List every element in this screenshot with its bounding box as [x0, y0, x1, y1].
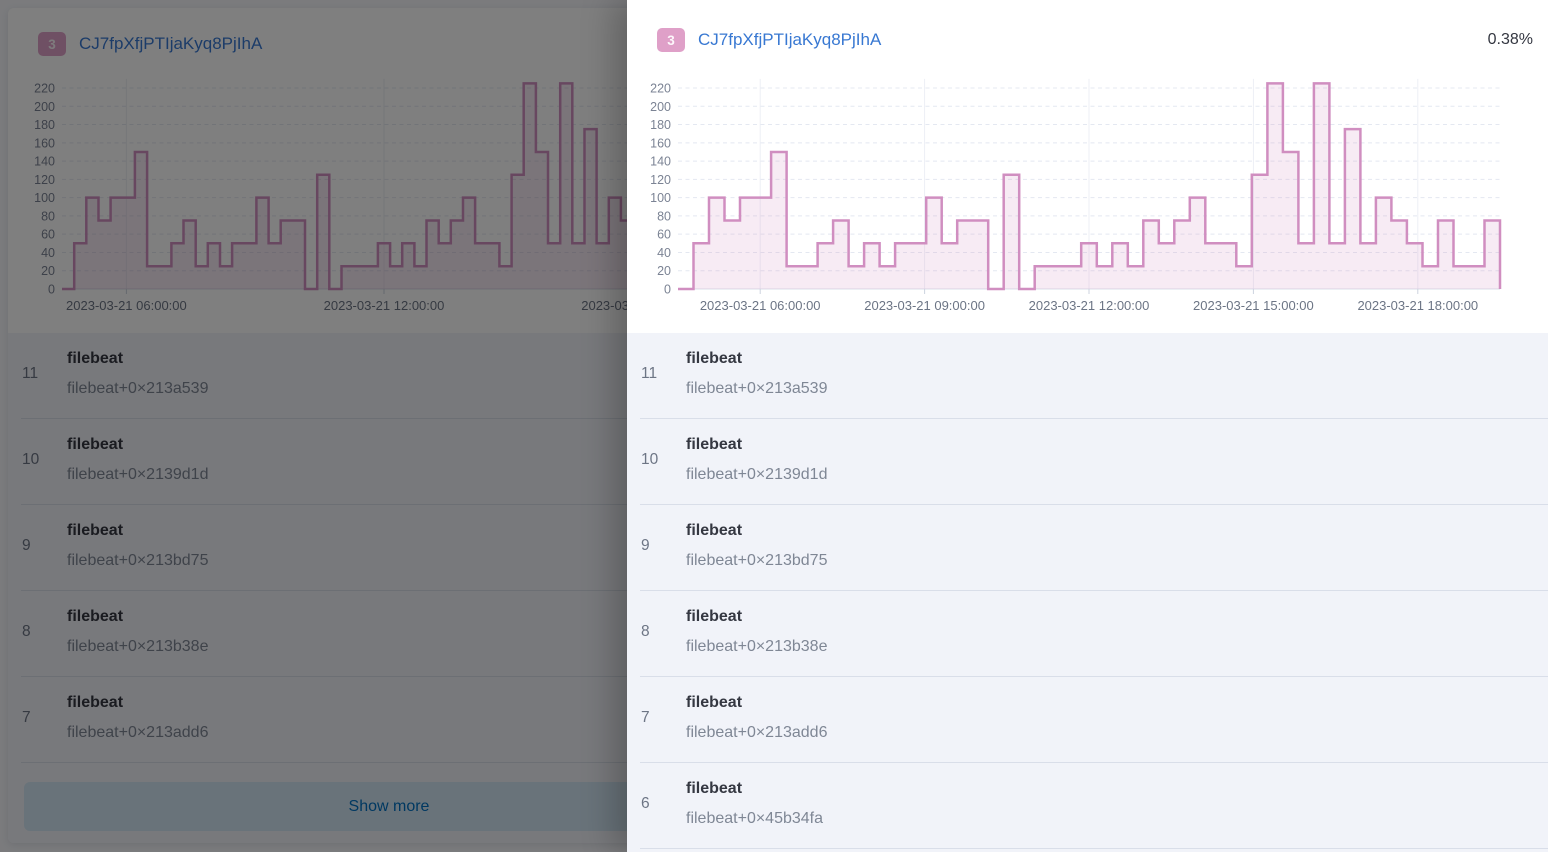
- frame-symbol: filebeat+0×213bd75: [686, 552, 828, 569]
- svg-text:220: 220: [650, 82, 671, 96]
- svg-text:120: 120: [650, 173, 671, 187]
- frame-executable: filebeat: [686, 436, 743, 453]
- svg-text:2023-03-21 12:00:00: 2023-03-21 12:00:00: [1029, 298, 1150, 313]
- detail-flyout: 3 CJ7fpXfjPTIjaKyq8PjIhA 0.38% 0 20 40 60 80…: [627, 0, 1548, 852]
- frame-rank: 7: [641, 709, 650, 726]
- frame-symbol: filebeat+0×2139d1d: [686, 466, 828, 483]
- svg-text:140: 140: [650, 155, 671, 169]
- frame-executable: filebeat: [686, 608, 743, 625]
- svg-text:100: 100: [650, 191, 671, 205]
- frame-executable: filebeat: [686, 350, 743, 367]
- stacktrace-title-link[interactable]: CJ7fpXfjPTIjaKyq8PjIhA: [698, 30, 882, 49]
- frame-row[interactable]: 11 filebeat filebeat+0×213a539: [627, 333, 1548, 419]
- frame-list-section: 11 filebeat filebeat+0×213a539 10 filebe…: [627, 333, 1548, 852]
- frame-rank: 11: [641, 365, 658, 382]
- svg-text:2023-03-21 09:00:00: 2023-03-21 09:00:00: [864, 298, 985, 313]
- frame-symbol: filebeat+0×213b38e: [686, 638, 828, 655]
- count-badge: 3: [657, 28, 685, 52]
- frame-executable: filebeat: [686, 780, 743, 797]
- svg-text:20: 20: [657, 264, 671, 278]
- frame-rank: 6: [641, 795, 650, 812]
- frame-symbol: filebeat+0×213a539: [686, 380, 828, 397]
- frame-symbol: filebeat+0×213add6: [686, 724, 828, 741]
- frame-row[interactable]: 10 filebeat filebeat+0×2139d1d: [627, 419, 1548, 505]
- frame-row[interactable]: 7 filebeat filebeat+0×213add6: [627, 677, 1548, 763]
- frame-list: 11 filebeat filebeat+0×213a539 10 filebe…: [627, 333, 1548, 849]
- svg-text:40: 40: [657, 246, 671, 260]
- frame-rank: 10: [641, 451, 659, 468]
- svg-text:2023-03-21 18:00:00: 2023-03-21 18:00:00: [1357, 298, 1478, 313]
- frame-row[interactable]: 9 filebeat filebeat+0×213bd75: [627, 505, 1548, 591]
- svg-text:0: 0: [664, 283, 671, 297]
- svg-text:2023-03-21 06:00:00: 2023-03-21 06:00:00: [700, 298, 821, 313]
- frame-executable: filebeat: [686, 694, 743, 711]
- flyout-header: 3 CJ7fpXfjPTIjaKyq8PjIhA: [657, 28, 881, 52]
- svg-text:2023-03-21 15:00:00: 2023-03-21 15:00:00: [1193, 298, 1314, 313]
- svg-text:200: 200: [650, 100, 671, 114]
- samples-percentage: 0.38%: [1487, 31, 1533, 48]
- frame-rank: 8: [641, 623, 650, 640]
- svg-text:160: 160: [650, 136, 671, 150]
- samples-chart[interactable]: 0 20 40 60 80 100 120 140 160 180 200 220 2023-03-21…: [627, 70, 1548, 322]
- frame-symbol: filebeat+0×45b34fa: [686, 810, 824, 827]
- svg-text:60: 60: [657, 228, 671, 242]
- frame-rank: 9: [641, 537, 650, 554]
- svg-text:180: 180: [650, 118, 671, 132]
- frame-executable: filebeat: [686, 522, 743, 539]
- frame-row[interactable]: 6 filebeat filebeat+0×45b34fa: [627, 763, 1548, 849]
- svg-text:80: 80: [657, 209, 671, 223]
- frame-row[interactable]: 8 filebeat filebeat+0×213b38e: [627, 591, 1548, 677]
